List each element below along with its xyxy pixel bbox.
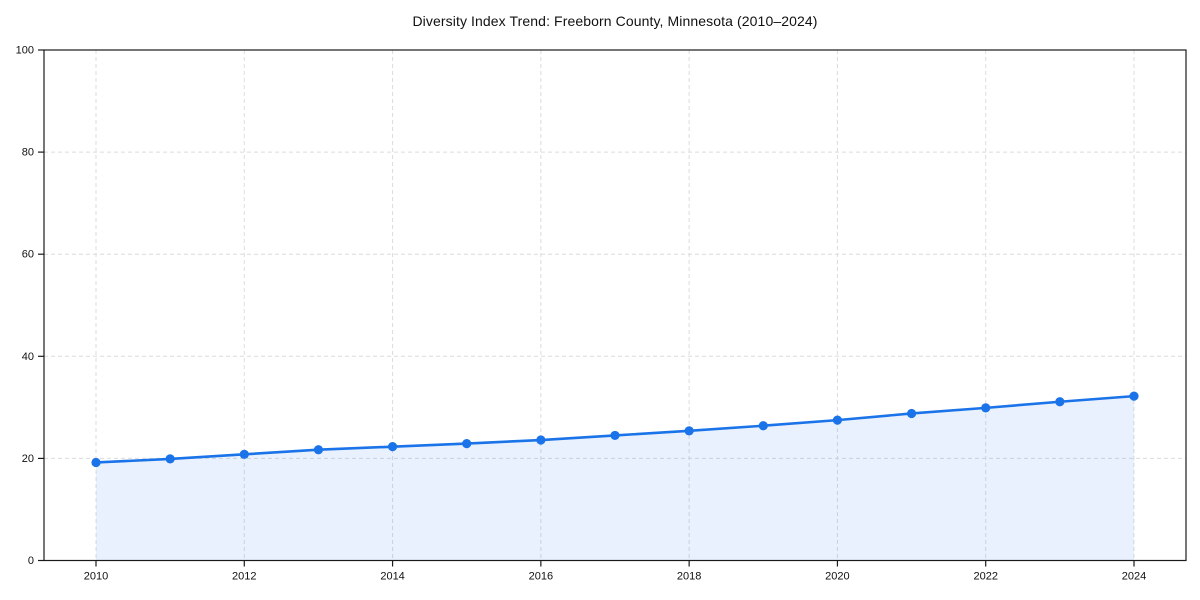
data-point-marker (832, 415, 843, 425)
y-tick-label: 60 (22, 249, 34, 261)
area-fill (96, 396, 1134, 561)
x-tick-label: 2012 (232, 571, 256, 583)
x-tick-label: 2014 (380, 571, 404, 583)
y-tick-label: 80 (22, 147, 34, 159)
x-tick-label: 2018 (677, 571, 701, 583)
data-point-marker (981, 403, 991, 413)
data-point-marker (684, 426, 694, 436)
y-tick-label: 40 (22, 351, 34, 363)
y-tick-label: 0 (28, 555, 34, 567)
data-point-marker (536, 435, 546, 445)
data-point-marker (91, 457, 101, 468)
y-tick-label: 20 (22, 453, 34, 465)
data-point-marker (906, 408, 917, 419)
data-point-marker (758, 421, 768, 431)
data-point-marker (610, 430, 620, 441)
y-tick-label: 100 (16, 45, 34, 57)
data-point-marker (313, 445, 324, 455)
plot-border (43, 49, 1187, 562)
x-tick-label: 2024 (1122, 571, 1146, 583)
data-point-marker (239, 449, 249, 459)
data-point-marker (165, 454, 175, 464)
data-point-marker (1129, 391, 1139, 401)
x-tick-label: 2016 (529, 571, 553, 583)
x-tick-label: 2010 (84, 571, 108, 583)
x-tick-label: 2022 (973, 571, 997, 583)
data-point-marker (387, 442, 398, 452)
data-point-marker (1055, 397, 1065, 407)
chart-title: Diversity Index Trend: Freeborn County, … (412, 13, 818, 29)
x-tick-label: 2020 (825, 571, 849, 583)
data-point-marker (462, 438, 472, 449)
